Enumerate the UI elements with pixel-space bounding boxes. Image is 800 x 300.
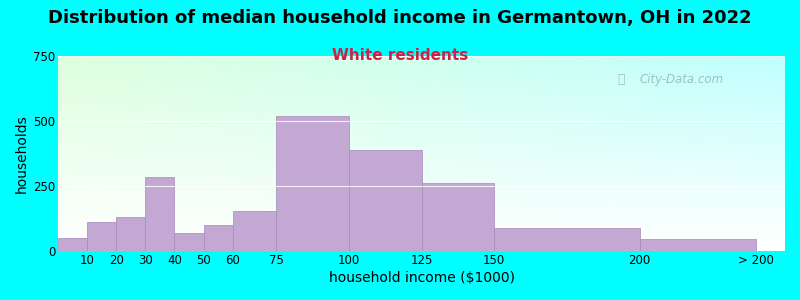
X-axis label: household income ($1000): household income ($1000): [329, 271, 514, 285]
Bar: [58, 238, 87, 251]
Bar: [116, 217, 146, 251]
Text: White residents: White residents: [332, 48, 468, 63]
Bar: [233, 211, 276, 251]
Bar: [174, 233, 203, 251]
Text: ⦿: ⦿: [618, 73, 626, 86]
Bar: [494, 228, 640, 251]
Y-axis label: households: households: [15, 114, 29, 193]
Bar: [422, 183, 494, 251]
Text: Distribution of median household income in Germantown, OH in 2022: Distribution of median household income …: [48, 9, 752, 27]
Text: City-Data.com: City-Data.com: [640, 73, 724, 86]
Bar: [87, 222, 116, 251]
Bar: [146, 177, 174, 251]
Bar: [203, 225, 233, 251]
Bar: [276, 116, 349, 251]
Bar: [349, 150, 422, 251]
Bar: [640, 239, 756, 251]
